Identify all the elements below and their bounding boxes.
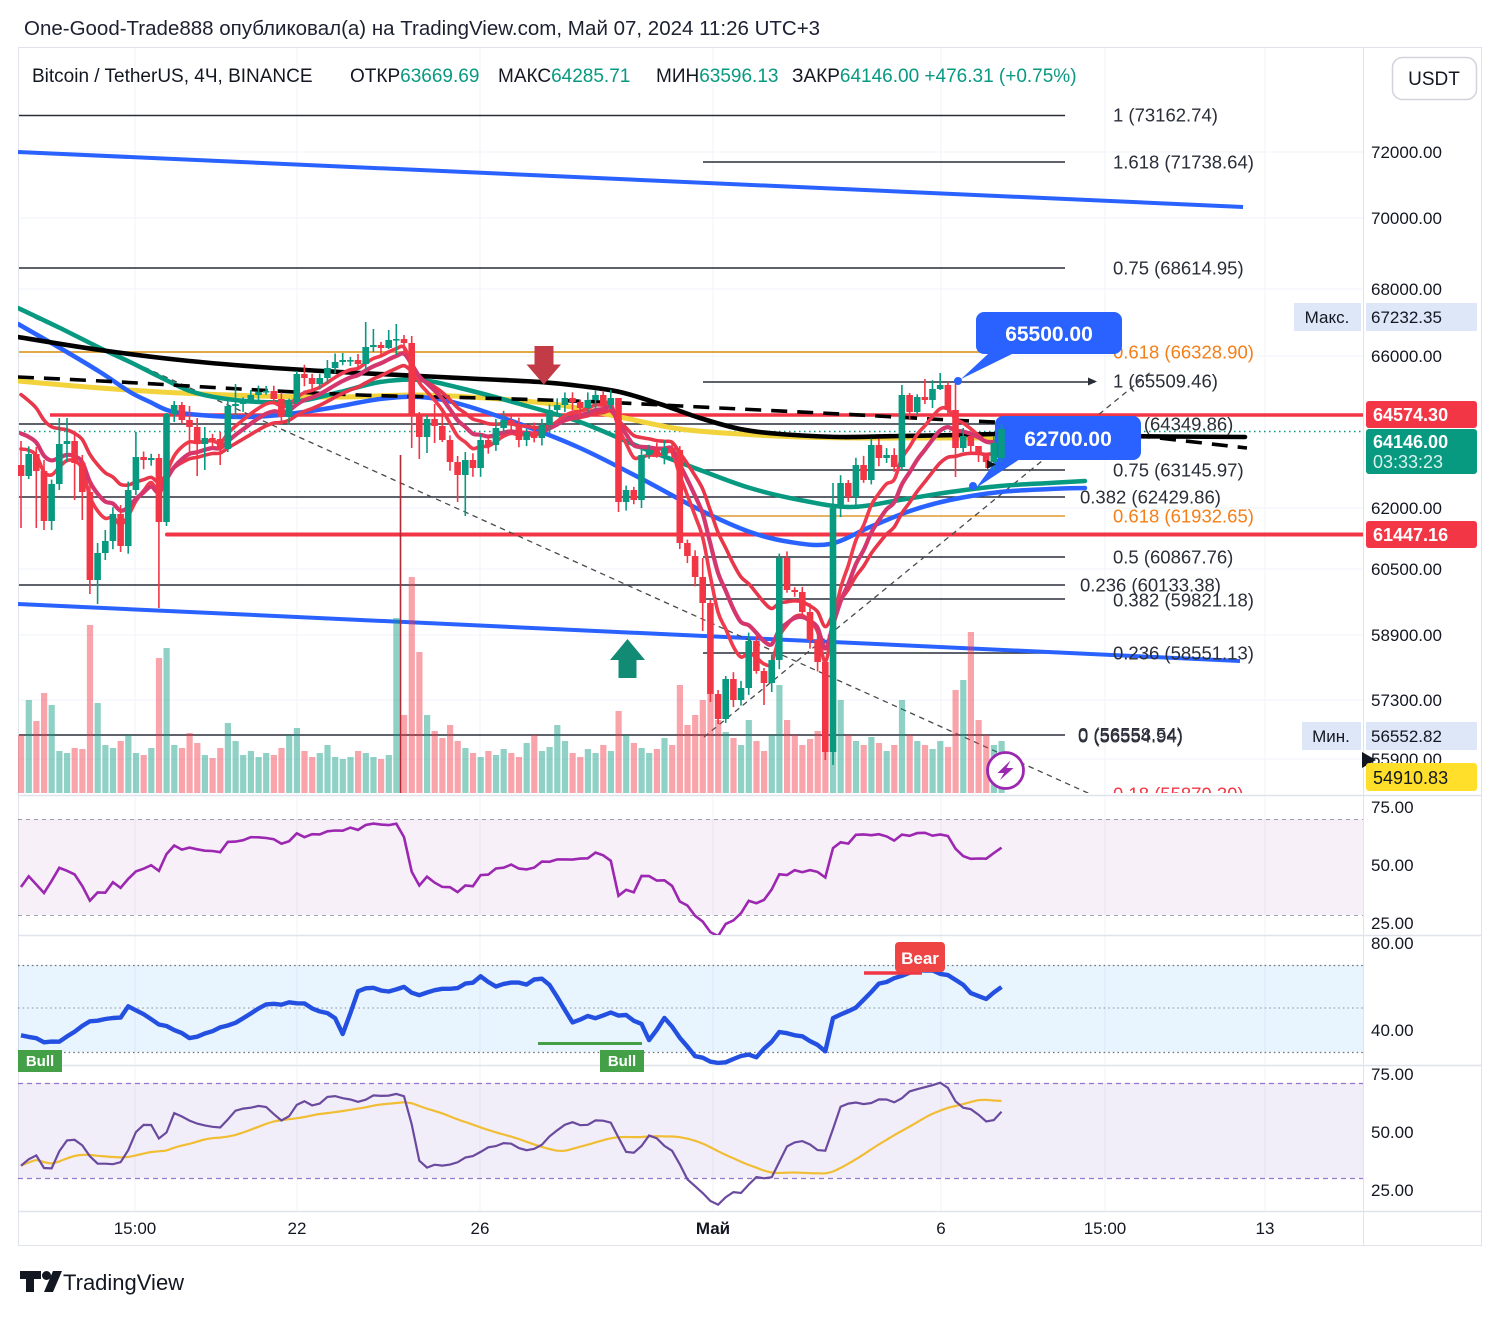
svg-text:75.00: 75.00 xyxy=(1371,798,1414,817)
svg-text:0.5 (60867.76): 0.5 (60867.76) xyxy=(1113,547,1233,568)
svg-text:Мин.: Мин. xyxy=(1312,727,1350,746)
svg-text:80.00: 80.00 xyxy=(1371,934,1414,953)
svg-text:МАКС64285.71: МАКС64285.71 xyxy=(498,66,630,87)
svg-text:Bear: Bear xyxy=(901,949,939,968)
svg-text:54910.83: 54910.83 xyxy=(1373,768,1448,788)
svg-text:68000.00: 68000.00 xyxy=(1371,280,1442,299)
svg-text:0.75 (68614.95): 0.75 (68614.95) xyxy=(1113,258,1244,279)
svg-text:62000.00: 62000.00 xyxy=(1371,499,1442,518)
svg-text:62700.00: 62700.00 xyxy=(1024,428,1112,451)
svg-text:One-Good-Trade888 опубликовал(: One-Good-Trade888 опубликовал(а) на Trad… xyxy=(24,17,820,40)
svg-text:26: 26 xyxy=(471,1219,490,1238)
svg-text:03:33:23: 03:33:23 xyxy=(1373,452,1443,472)
svg-text:1 (65509.46): 1 (65509.46) xyxy=(1113,371,1218,392)
svg-text:25.00: 25.00 xyxy=(1371,914,1414,933)
svg-text:50.00: 50.00 xyxy=(1371,856,1414,875)
svg-text:0.236 (58551.13): 0.236 (58551.13) xyxy=(1113,643,1254,664)
svg-text:72000.00: 72000.00 xyxy=(1371,143,1442,162)
svg-text:57300.00: 57300.00 xyxy=(1371,691,1442,710)
svg-text:0.382 (62429.86): 0.382 (62429.86) xyxy=(1080,487,1221,508)
svg-text:15:00: 15:00 xyxy=(1084,1219,1127,1238)
svg-text:ЗАКР64146.00 +476.31 (+0.75%): ЗАКР64146.00 +476.31 (+0.75%) xyxy=(792,66,1077,87)
svg-text:60500.00: 60500.00 xyxy=(1371,560,1442,579)
svg-text:6: 6 xyxy=(936,1219,945,1238)
svg-text:Bull: Bull xyxy=(608,1053,636,1070)
svg-text:Bitcoin / TetherUS, 4Ч, BINANC: Bitcoin / TetherUS, 4Ч, BINANCE xyxy=(32,66,313,87)
svg-text:56552.82: 56552.82 xyxy=(1371,727,1442,746)
svg-text:65500.00: 65500.00 xyxy=(1005,323,1093,346)
svg-text:61447.16: 61447.16 xyxy=(1373,525,1448,545)
svg-text:USDT: USDT xyxy=(1408,69,1460,90)
svg-text:1 (73162.74): 1 (73162.74) xyxy=(1113,105,1218,126)
svg-text:66000.00: 66000.00 xyxy=(1371,347,1442,366)
svg-text:75.00: 75.00 xyxy=(1371,1065,1414,1084)
svg-text:15:00: 15:00 xyxy=(114,1219,157,1238)
svg-text:22: 22 xyxy=(288,1219,307,1238)
svg-text:50.00: 50.00 xyxy=(1371,1123,1414,1142)
svg-text:ОТКР63669.69: ОТКР63669.69 xyxy=(350,66,479,87)
svg-text:0.618 (66328.90): 0.618 (66328.90) xyxy=(1113,342,1254,363)
svg-text:0.5 (64349.86): 0.5 (64349.86) xyxy=(1113,414,1233,435)
svg-text:0.618 (61932.65): 0.618 (61932.65) xyxy=(1113,506,1254,527)
svg-text:0.236 (60133.38): 0.236 (60133.38) xyxy=(1080,575,1221,596)
svg-text:Bull: Bull xyxy=(26,1053,54,1070)
svg-text:58900.00: 58900.00 xyxy=(1371,626,1442,645)
svg-text:40.00: 40.00 xyxy=(1371,1021,1414,1040)
svg-text:Май: Май xyxy=(696,1219,730,1238)
svg-text:67232.35: 67232.35 xyxy=(1371,308,1442,327)
svg-text:0 (56554.94): 0 (56554.94) xyxy=(1078,726,1183,747)
svg-text:64146.00: 64146.00 xyxy=(1373,432,1448,452)
svg-text:0.382 (59821.18): 0.382 (59821.18) xyxy=(1113,590,1254,611)
svg-text:0 (56558.54): 0 (56558.54) xyxy=(1078,724,1183,745)
svg-text:Макс.: Макс. xyxy=(1305,308,1350,327)
svg-text:МИН63596.13: МИН63596.13 xyxy=(656,66,778,87)
svg-text:13: 13 xyxy=(1256,1219,1275,1238)
svg-text:1.618 (71738.64): 1.618 (71738.64) xyxy=(1113,152,1254,173)
svg-text:25.00: 25.00 xyxy=(1371,1181,1414,1200)
svg-text:TradingView: TradingView xyxy=(63,1270,184,1295)
svg-text:0.18 (55879.30): 0.18 (55879.30) xyxy=(1113,784,1244,805)
svg-text:64574.30: 64574.30 xyxy=(1373,405,1448,425)
svg-text:0.75 (63145.97): 0.75 (63145.97) xyxy=(1113,460,1244,481)
svg-text:70000.00: 70000.00 xyxy=(1371,209,1442,228)
